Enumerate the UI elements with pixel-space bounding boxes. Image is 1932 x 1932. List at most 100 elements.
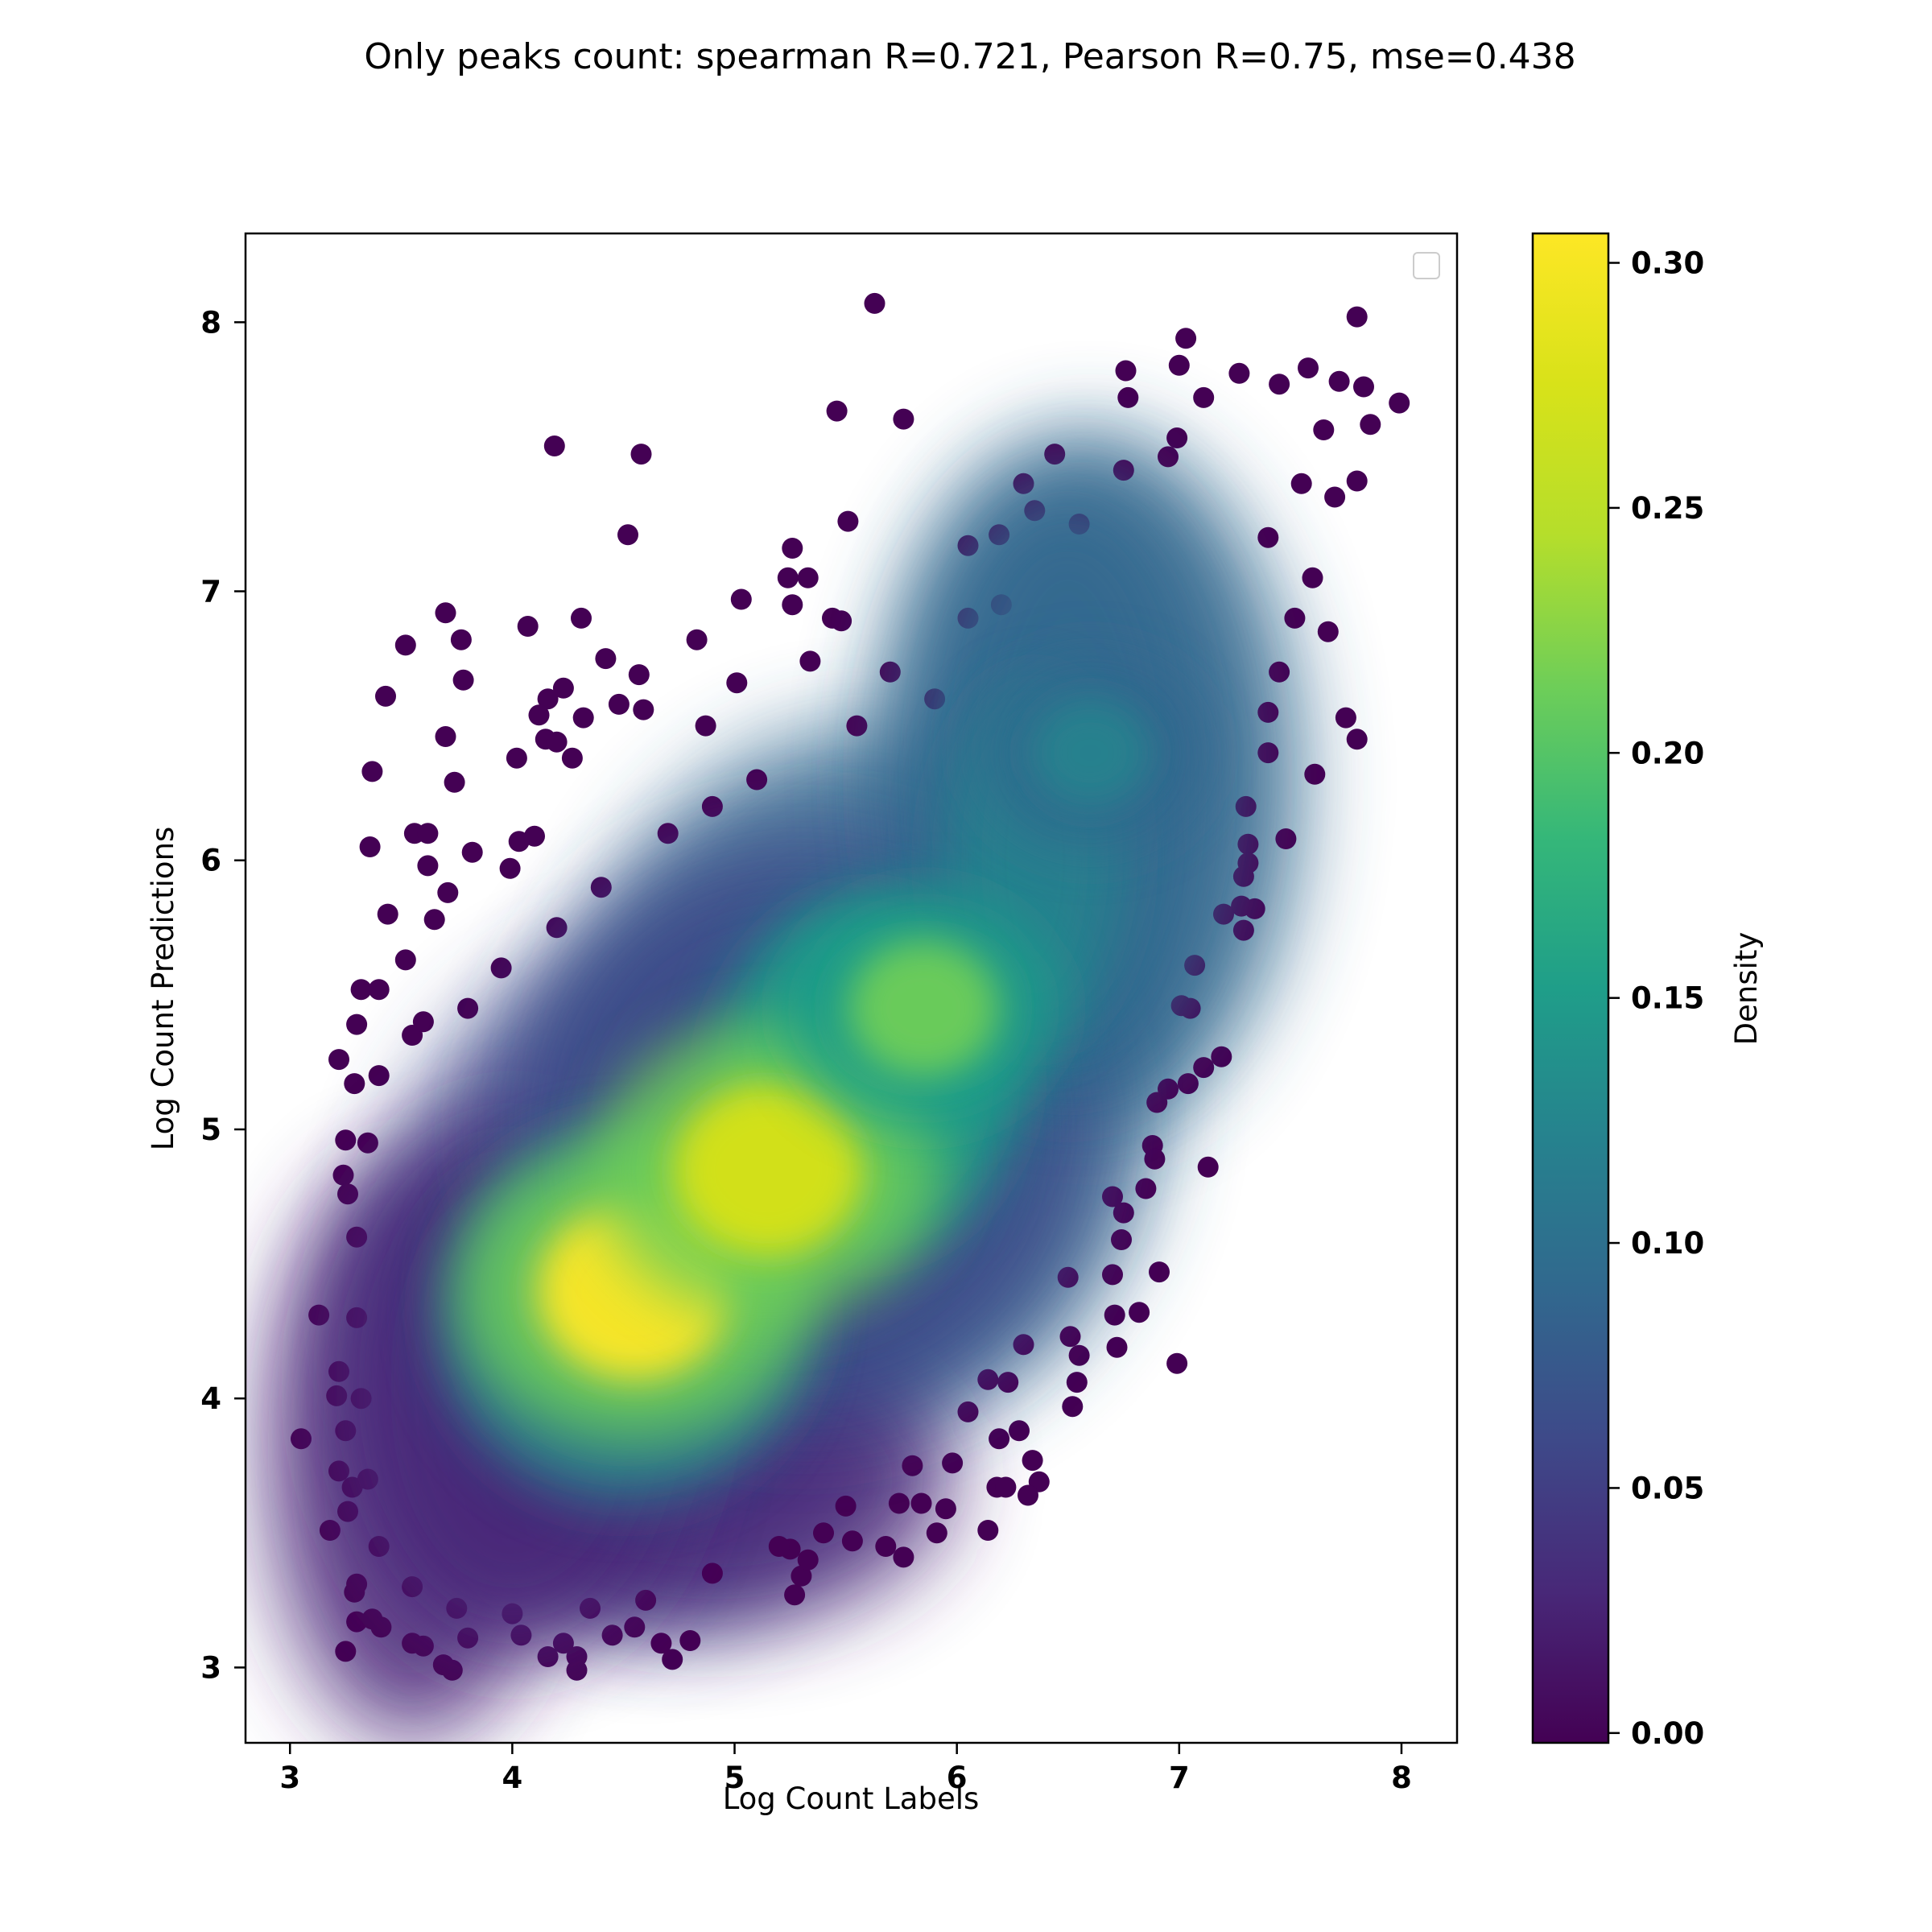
scatter-point (1257, 742, 1279, 764)
scatter-point (1066, 1372, 1088, 1393)
scatter-point (537, 1646, 559, 1667)
scatter-point (730, 588, 752, 610)
scatter-point (346, 1013, 368, 1035)
scatter-point (910, 1492, 932, 1514)
scatter-point (1193, 386, 1215, 408)
x-axis-label: Log Count Labels (723, 1781, 980, 1816)
scatter-point (1102, 1186, 1123, 1208)
x-tick-label: 5 (724, 1761, 745, 1795)
colorbar-label: Density (1729, 932, 1764, 1046)
x-tick-label: 4 (502, 1761, 523, 1795)
scatter-point (624, 1616, 646, 1638)
scatter-point (989, 1428, 1010, 1450)
scatter-point (1166, 1352, 1188, 1374)
scatter-point (1022, 1450, 1043, 1472)
scatter-point (435, 602, 456, 624)
scatter-point (1102, 1264, 1123, 1286)
scatter-point (1115, 360, 1137, 382)
colorbar-tick-label: 0.15 (1631, 981, 1704, 1016)
scatter-point (1168, 354, 1190, 376)
scatter-point (1117, 386, 1139, 408)
y-tick-label: 8 (200, 305, 221, 340)
scatter-point (782, 538, 803, 559)
scatter-point (308, 1304, 330, 1326)
scatter-point (375, 685, 396, 707)
scatter-point (1197, 1156, 1219, 1178)
scatter-point (695, 715, 716, 737)
scatter-point (628, 664, 650, 686)
scatter-point (437, 881, 459, 903)
scatter-point (335, 1129, 357, 1151)
scatter-point (546, 917, 568, 939)
scatter-point (377, 903, 398, 925)
scatter-point (777, 567, 799, 588)
scatter-point (571, 607, 592, 629)
scatter-point (879, 661, 901, 683)
scatter-point (1179, 997, 1201, 1019)
scatter-point (701, 795, 723, 817)
scatter-point (1257, 526, 1279, 548)
scatter-point (1211, 1046, 1232, 1067)
scatter-point (888, 1492, 910, 1514)
colorbar-tick-label: 0.10 (1631, 1226, 1704, 1261)
scatter-point (1232, 865, 1254, 887)
scatter-point (1044, 444, 1066, 465)
scatter-point (1269, 374, 1290, 395)
scatter-point (679, 1630, 701, 1651)
scatter-point (1106, 1336, 1128, 1358)
scatter-point (1235, 795, 1257, 817)
scatter-point (617, 524, 638, 546)
scatter-point (957, 1401, 979, 1422)
colorbar-axis: 0.00 0.05 0.10 0.15 0.20 0.25 0.30 (1608, 246, 1704, 1751)
scatter-point (1317, 621, 1339, 642)
x-tick-label: 7 (1169, 1761, 1190, 1795)
scatter-point (1166, 427, 1188, 448)
scatter-point (344, 1073, 365, 1095)
scatter-point (328, 1049, 349, 1071)
scatter-point (1129, 1302, 1150, 1323)
scatter-point (335, 1641, 357, 1662)
scatter-point (1193, 1057, 1215, 1079)
scatter-point (1269, 661, 1290, 683)
scatter-point (412, 1011, 434, 1033)
scatter-point (435, 726, 456, 747)
plot-area (267, 292, 1410, 1743)
scatter-point (370, 1616, 392, 1638)
scatter-point (1324, 486, 1346, 508)
scatter-point (1158, 446, 1179, 468)
y-tick-label: 4 (200, 1381, 221, 1416)
scatter-point (846, 715, 868, 737)
scatter-point (997, 1372, 1019, 1393)
scatter-point (835, 1495, 857, 1517)
scatter-point (1175, 328, 1197, 349)
scatter-point (726, 672, 748, 694)
scatter-point (590, 877, 612, 898)
scatter-point (508, 831, 530, 852)
scatter-point (350, 979, 372, 1001)
scatter-point (457, 997, 479, 1019)
scatter-point (394, 634, 416, 656)
scatter-point (813, 1522, 834, 1544)
scatter-point (1113, 460, 1134, 481)
x-tick-label: 3 (279, 1761, 300, 1795)
scatter-point (490, 957, 512, 979)
scatter-point (797, 567, 819, 588)
scatter-point (361, 761, 383, 782)
scatter-point (1353, 376, 1374, 398)
scatter-point (1144, 1148, 1166, 1170)
scatter-point (412, 1635, 434, 1657)
scatter-point (1313, 419, 1335, 440)
scatter-point (359, 836, 381, 857)
colorbar-tick-label: 0.05 (1631, 1471, 1704, 1505)
scatter-point (528, 704, 550, 726)
scatter-point (506, 747, 527, 769)
scatter-point (826, 400, 848, 422)
scatter-point (346, 1226, 368, 1248)
scatter-point (1298, 357, 1319, 379)
scatter-point (942, 1452, 964, 1474)
scatter-point (291, 1428, 312, 1450)
scatter-point (782, 594, 803, 616)
colorbar-tick-label: 0.20 (1631, 736, 1704, 770)
scatter-point (1244, 898, 1265, 919)
scatter-point (344, 1581, 365, 1603)
